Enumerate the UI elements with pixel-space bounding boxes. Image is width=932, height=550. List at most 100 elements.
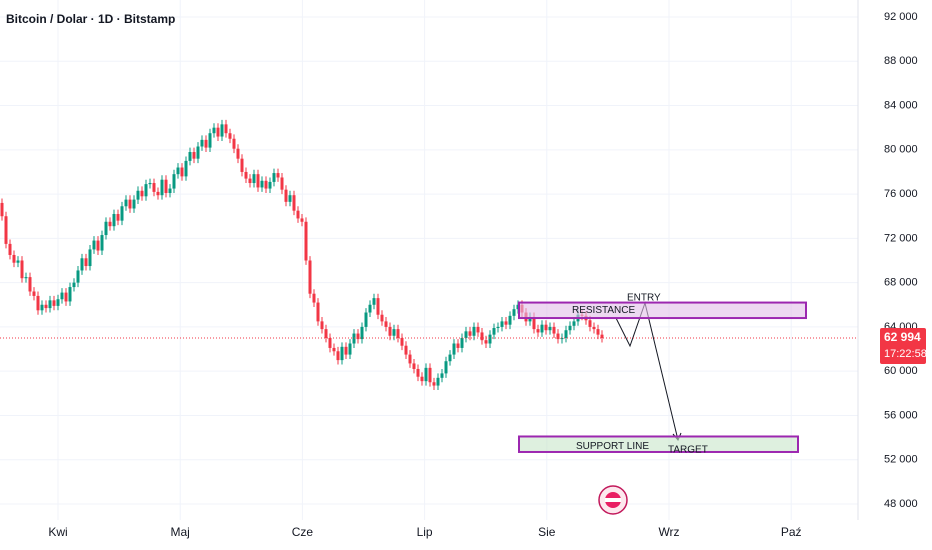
candle-body xyxy=(212,127,216,134)
candle-body xyxy=(108,221,112,227)
candle-body xyxy=(588,320,592,327)
candle-body xyxy=(388,326,392,336)
candle-body xyxy=(420,376,424,382)
candle-body xyxy=(344,346,348,355)
candle-body xyxy=(424,367,428,382)
y-tick-label: 68 000 xyxy=(884,277,918,289)
candle-body xyxy=(24,277,28,279)
candle-body xyxy=(192,152,196,159)
entry-label: ENTRY xyxy=(627,293,661,304)
candle-body xyxy=(528,316,532,322)
candle-body xyxy=(544,324,548,331)
price-tag-value: 62 994 xyxy=(884,330,921,344)
candle-body xyxy=(12,254,16,263)
candle-body xyxy=(448,354,452,362)
logo xyxy=(598,485,628,515)
x-tick-label: Kwi xyxy=(48,525,67,539)
price-tag-countdown: 17:22:58 xyxy=(884,348,927,360)
candle-body xyxy=(572,321,576,326)
candle-body xyxy=(100,235,104,251)
candle-body xyxy=(200,139,204,147)
candle-body xyxy=(484,340,488,344)
candle-body xyxy=(300,218,304,222)
candle-body xyxy=(404,345,408,355)
candle-body xyxy=(304,221,308,261)
y-tick-label: 92 000 xyxy=(884,11,918,23)
candle-body xyxy=(372,298,376,305)
y-tick-label: 76 000 xyxy=(884,188,918,200)
y-tick-label: 60 000 xyxy=(884,365,918,377)
candle-body xyxy=(16,260,20,263)
y-tick-label: 48 000 xyxy=(884,498,918,510)
candle-body xyxy=(552,326,556,334)
candle-body xyxy=(160,179,164,196)
candle-body xyxy=(504,321,508,325)
candle-body xyxy=(32,291,36,296)
candle-body xyxy=(220,124,224,137)
candle-body xyxy=(280,177,284,190)
candle-body xyxy=(596,329,600,335)
candle-body xyxy=(60,292,64,300)
candle-body xyxy=(488,334,492,344)
candle-body xyxy=(416,368,420,377)
x-tick-label: Sie xyxy=(538,525,556,539)
candle-body xyxy=(48,300,52,309)
logo-bar xyxy=(605,498,621,502)
candle-body xyxy=(320,321,324,330)
candle-body xyxy=(564,330,568,338)
resistance-zone xyxy=(518,301,807,320)
candle-body xyxy=(264,180,268,189)
candle-body xyxy=(248,178,252,184)
candle-body xyxy=(92,240,96,250)
candle-body xyxy=(368,304,372,313)
candle-body xyxy=(460,337,464,348)
candle-body xyxy=(4,216,8,244)
candle-body xyxy=(96,240,100,251)
candle-body xyxy=(600,334,604,339)
candles xyxy=(0,119,604,390)
x-tick-label: Paź xyxy=(781,525,802,539)
candle-body xyxy=(268,181,272,189)
candle-body xyxy=(360,326,364,340)
candle-body xyxy=(196,146,200,159)
candle-body xyxy=(308,260,312,294)
candle-body xyxy=(208,133,212,148)
candle-body xyxy=(500,321,504,327)
candle-body xyxy=(340,346,344,361)
candle-body xyxy=(476,326,480,333)
x-tick-label: Wrz xyxy=(658,525,679,539)
candle-body xyxy=(428,367,432,383)
candle-body xyxy=(472,326,476,336)
candle-body xyxy=(444,361,448,374)
candle-body xyxy=(568,325,572,331)
candle-body xyxy=(532,316,536,330)
candle-body xyxy=(456,343,460,348)
candle-body xyxy=(272,173,276,182)
candle-body xyxy=(176,167,180,175)
candle-body xyxy=(204,139,208,148)
candle-body xyxy=(536,329,540,333)
candle-body xyxy=(492,328,496,335)
candle-body xyxy=(332,347,336,352)
x-tick-label: Cze xyxy=(292,525,314,539)
candle-body xyxy=(172,174,176,189)
candle-body xyxy=(144,184,148,197)
candle-body xyxy=(256,174,260,188)
y-tick-label: 88 000 xyxy=(884,55,918,67)
candle-body xyxy=(540,324,544,333)
candle-body xyxy=(0,202,4,217)
candle-body xyxy=(480,332,484,341)
candle-body xyxy=(104,221,108,236)
candle-body xyxy=(496,326,500,329)
candle-body xyxy=(112,214,116,227)
candle-body xyxy=(468,331,472,336)
y-tick-label: 80 000 xyxy=(884,144,918,156)
candle-body xyxy=(44,304,48,309)
candle-body xyxy=(40,304,44,311)
candle-body xyxy=(260,180,264,188)
candle-body xyxy=(292,195,296,211)
candle-body xyxy=(148,183,152,185)
y-tick-label: 52 000 xyxy=(884,454,918,466)
candle-body xyxy=(116,214,120,221)
